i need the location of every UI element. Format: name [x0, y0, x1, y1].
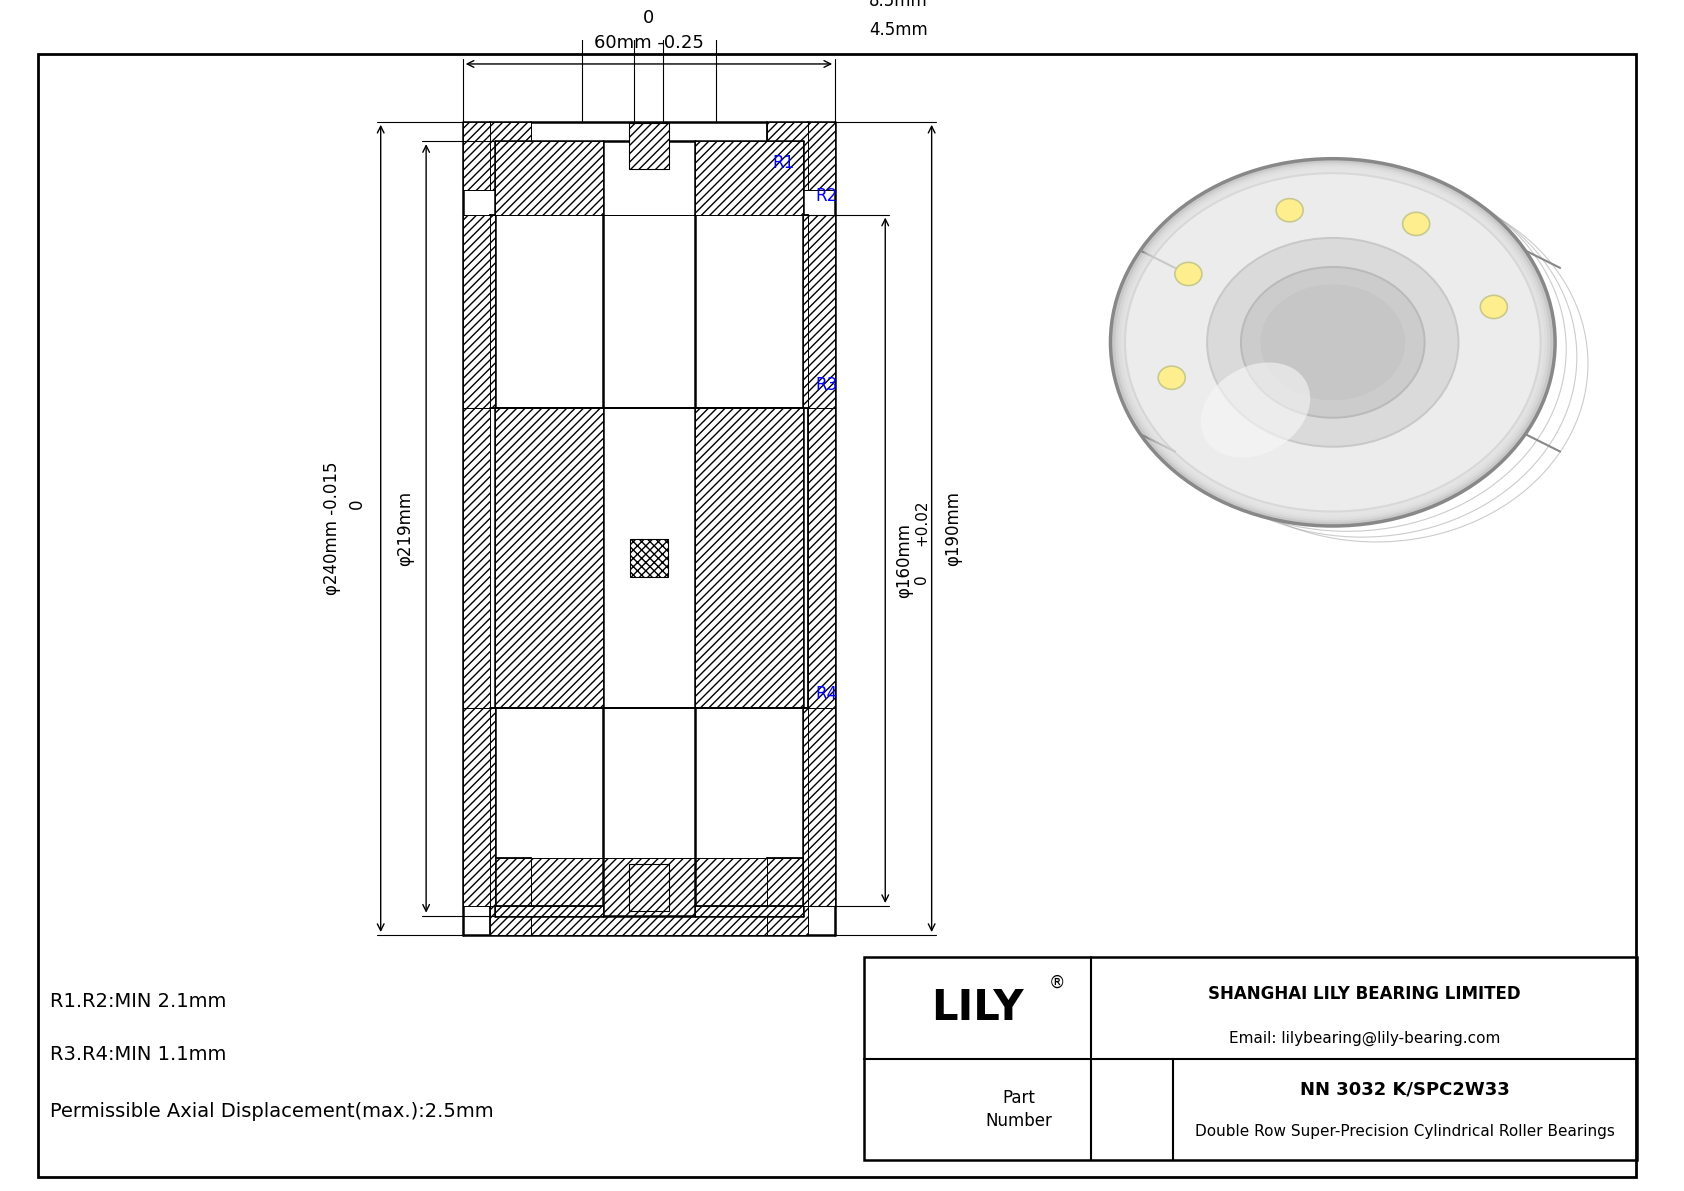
Bar [628, 865, 669, 911]
Bar [864, 958, 1637, 1160]
Ellipse shape [1159, 366, 1186, 389]
Polygon shape [808, 409, 835, 707]
Text: 60mm -0.25: 60mm -0.25 [594, 35, 704, 52]
Polygon shape [808, 707, 835, 906]
Text: R1.R2:MIN 2.1mm: R1.R2:MIN 2.1mm [51, 992, 227, 1011]
Polygon shape [490, 121, 808, 189]
Ellipse shape [1115, 162, 1551, 522]
Text: 0: 0 [643, 10, 655, 27]
Polygon shape [463, 707, 490, 906]
Text: LILY: LILY [931, 987, 1024, 1029]
Text: φ190mm: φ190mm [945, 491, 962, 566]
Polygon shape [803, 214, 808, 409]
Text: ®: ® [1049, 974, 1066, 992]
Text: +0.02: +0.02 [914, 499, 930, 545]
Ellipse shape [1118, 164, 1548, 520]
Polygon shape [463, 409, 490, 707]
Ellipse shape [1207, 238, 1458, 447]
Ellipse shape [1123, 168, 1541, 517]
Text: 8.5mm: 8.5mm [869, 0, 928, 11]
Ellipse shape [1260, 285, 1404, 400]
Polygon shape [768, 858, 835, 935]
Ellipse shape [1175, 262, 1202, 286]
Text: 0: 0 [347, 499, 365, 509]
Polygon shape [495, 906, 803, 916]
Ellipse shape [1110, 158, 1554, 526]
Text: Double Row Super-Precision Cylindrical Roller Bearings: Double Row Super-Precision Cylindrical R… [1196, 1124, 1615, 1139]
Polygon shape [495, 409, 603, 707]
Ellipse shape [1127, 170, 1539, 515]
Polygon shape [463, 858, 530, 935]
Text: Permissible Axial Displacement(max.):2.5mm: Permissible Axial Displacement(max.):2.5… [51, 1102, 493, 1121]
Polygon shape [530, 858, 768, 935]
Ellipse shape [1480, 295, 1507, 318]
Text: R3.R4:MIN 1.1mm: R3.R4:MIN 1.1mm [51, 1045, 227, 1064]
Ellipse shape [1241, 267, 1425, 418]
Polygon shape [695, 409, 803, 707]
Text: R3: R3 [815, 375, 839, 393]
Ellipse shape [1125, 173, 1541, 511]
Ellipse shape [1201, 362, 1310, 457]
Polygon shape [803, 707, 808, 906]
Text: 0: 0 [914, 575, 930, 585]
Polygon shape [490, 707, 495, 906]
Text: R2: R2 [815, 187, 839, 205]
Polygon shape [495, 142, 803, 214]
Polygon shape [768, 121, 835, 189]
Text: φ240mm -0.015: φ240mm -0.015 [323, 462, 342, 596]
Text: R1: R1 [773, 154, 795, 173]
Text: SHANGHAI LILY BEARING LIMITED: SHANGHAI LILY BEARING LIMITED [1207, 985, 1521, 1003]
Text: R4: R4 [815, 685, 837, 703]
Text: Part
Number: Part Number [985, 1089, 1052, 1130]
Polygon shape [808, 214, 835, 409]
Text: 4.5mm: 4.5mm [869, 21, 928, 39]
Polygon shape [463, 214, 490, 409]
Polygon shape [463, 121, 530, 189]
Text: Email: lilybearing@lily-bearing.com: Email: lilybearing@lily-bearing.com [1229, 1030, 1500, 1046]
Ellipse shape [1122, 167, 1544, 518]
Ellipse shape [1276, 199, 1303, 222]
Text: φ160mm: φ160mm [896, 523, 914, 598]
Bar [628, 123, 669, 169]
Polygon shape [490, 214, 495, 409]
Text: φ219mm: φ219mm [396, 491, 414, 566]
Text: NN 3032 K/SPC2W33: NN 3032 K/SPC2W33 [1300, 1080, 1511, 1098]
Ellipse shape [1403, 212, 1430, 236]
Bar [630, 538, 669, 578]
